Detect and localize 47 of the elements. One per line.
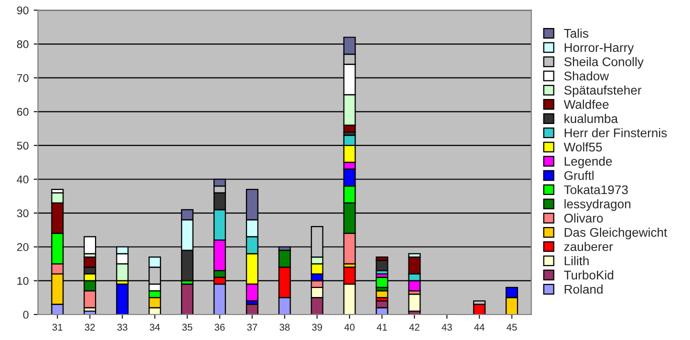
legend-label: Gruftl — [564, 170, 594, 180]
y-tick-label: 20 — [17, 243, 28, 252]
y-tick-label: 60 — [17, 108, 28, 116]
x-tick-label: 33 — [117, 324, 128, 331]
legend-label: Horror-Harry — [564, 43, 634, 54]
legend-label: Tokata1973 — [564, 184, 628, 194]
y-tick-label: 30 — [16, 209, 28, 218]
x-tick-label: 38 — [280, 324, 290, 331]
x-tick-label: 39 — [312, 324, 322, 331]
legend-label: Olivaro — [564, 213, 603, 223]
x-tick-label: 34 — [150, 324, 160, 331]
y-tick-label: 0 — [23, 310, 28, 319]
x-tick-label: 42 — [409, 324, 420, 331]
bar — [181, 284, 194, 314]
x-tick-label: 32 — [84, 324, 95, 331]
x-tick-label: 35 — [182, 324, 192, 331]
legend-label: kualumba — [564, 114, 618, 124]
x-tick-label: 36 — [214, 324, 225, 331]
x-tick-label: 31 — [52, 324, 62, 331]
legend-label: Sheila Conolly — [564, 57, 644, 69]
legend-label: lessydragon — [564, 199, 630, 211]
y-tick-label: 90 — [17, 6, 28, 14]
legend-label: zauberer — [564, 242, 613, 252]
legend-label: Das Gleichgewicht — [564, 228, 668, 240]
legend-label: Herr der Finsternis — [564, 128, 667, 138]
x-tick-label: 44 — [474, 324, 484, 331]
x-tick-label: 43 — [442, 324, 452, 331]
x-tick-label: 41 — [376, 324, 387, 331]
legend-label: Legende — [564, 156, 612, 168]
y-tick-label: 10 — [17, 276, 28, 285]
y-tick-label: 80 — [17, 40, 28, 48]
x-tick-label: 37 — [247, 324, 258, 331]
legend-label: TurboKid — [564, 270, 614, 280]
y-tick-label: 40 — [16, 176, 28, 184]
x-tick-label: 45 — [506, 324, 517, 331]
bar — [408, 294, 421, 312]
legend-label: Wolf55 — [564, 142, 602, 152]
legend-label: Waldfee — [564, 100, 609, 109]
legend-label: Spätaufsteher — [564, 85, 642, 98]
legend-label: Lilith — [564, 256, 589, 266]
x-tick-label: 40 — [344, 324, 355, 331]
legend-label: Talis — [564, 28, 588, 38]
y-tick-label: 50 — [17, 142, 28, 150]
y-tick-label: 70 — [17, 74, 28, 82]
legend-label: Roland — [564, 284, 603, 294]
bar — [116, 284, 129, 314]
legend-label: Shadow — [564, 71, 609, 80]
